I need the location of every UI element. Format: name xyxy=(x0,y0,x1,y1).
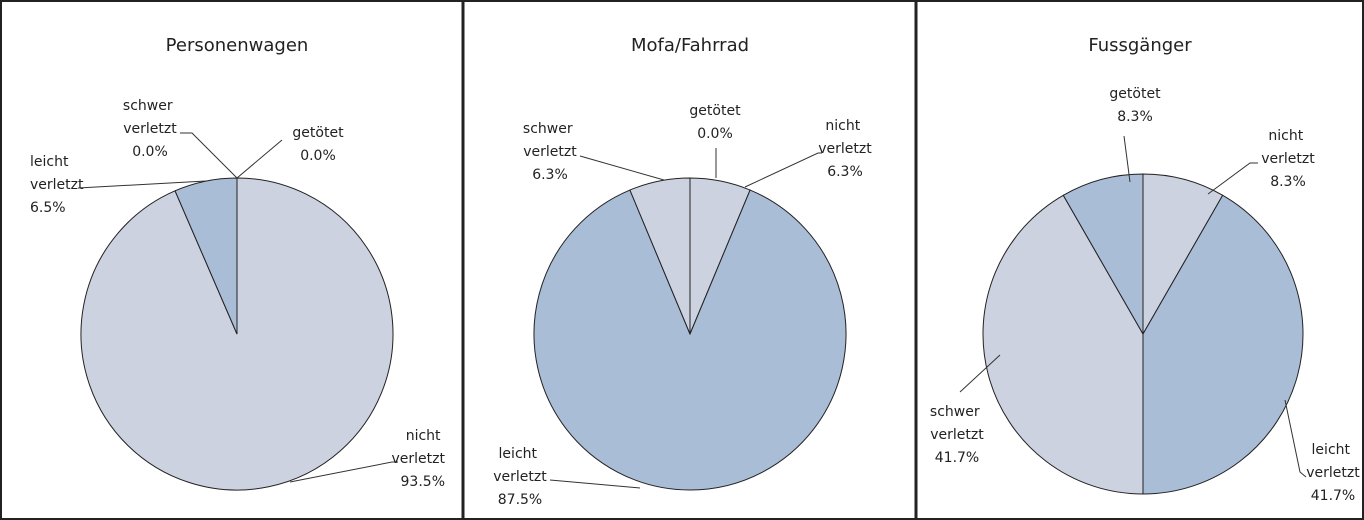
value-label: 8.3% xyxy=(1270,174,1306,190)
leader-line xyxy=(289,461,398,483)
pie-slice xyxy=(1062,173,1144,336)
category-label: leicht verletzt xyxy=(1306,442,1360,481)
category-label: getötet xyxy=(689,103,741,119)
chart-title: Fussgänger xyxy=(1088,35,1192,56)
leader-line xyxy=(579,155,665,181)
category-label: leicht verletzt xyxy=(30,154,84,193)
category-label: schwer verletzt xyxy=(930,404,984,443)
leader-line xyxy=(1207,162,1258,195)
value-label: 41.7% xyxy=(1311,488,1355,504)
leader-line xyxy=(77,180,207,189)
leader-line xyxy=(1123,135,1131,183)
pie-slice xyxy=(1142,194,1304,495)
category-label: nicht verletzt xyxy=(392,428,446,467)
pie-slice xyxy=(533,189,847,491)
leader-line xyxy=(549,479,641,489)
leader-line xyxy=(236,139,283,179)
category-label: nicht verletzt xyxy=(818,118,872,157)
leader-line xyxy=(1284,399,1307,478)
category-label: schwer verletzt xyxy=(123,98,177,137)
value-label: 6.5% xyxy=(30,200,66,216)
value-label: 6.3% xyxy=(827,164,863,180)
value-label: 87.5% xyxy=(498,492,542,508)
value-label: 0.0% xyxy=(300,148,336,164)
value-label: 93.5% xyxy=(401,474,445,490)
category-label: schwer verletzt xyxy=(523,121,577,160)
chart-title: Mofa/Fahrrad xyxy=(631,35,749,56)
value-label: 8.3% xyxy=(1117,109,1153,125)
category-label: getötet xyxy=(1109,86,1161,102)
value-label: 41.7% xyxy=(935,450,979,466)
leader-line xyxy=(959,354,1001,393)
chart-title: Personenwagen xyxy=(166,35,309,56)
leader-line xyxy=(744,152,822,188)
category-label: leicht verletzt xyxy=(493,446,547,485)
value-label: 6.3% xyxy=(532,167,568,183)
category-label: getötet xyxy=(292,125,344,141)
pie-slice xyxy=(982,194,1144,495)
value-label: 0.0% xyxy=(697,126,733,142)
value-label: 0.0% xyxy=(132,144,168,160)
leader-line xyxy=(180,132,238,179)
category-label: nicht verletzt xyxy=(1261,128,1315,167)
